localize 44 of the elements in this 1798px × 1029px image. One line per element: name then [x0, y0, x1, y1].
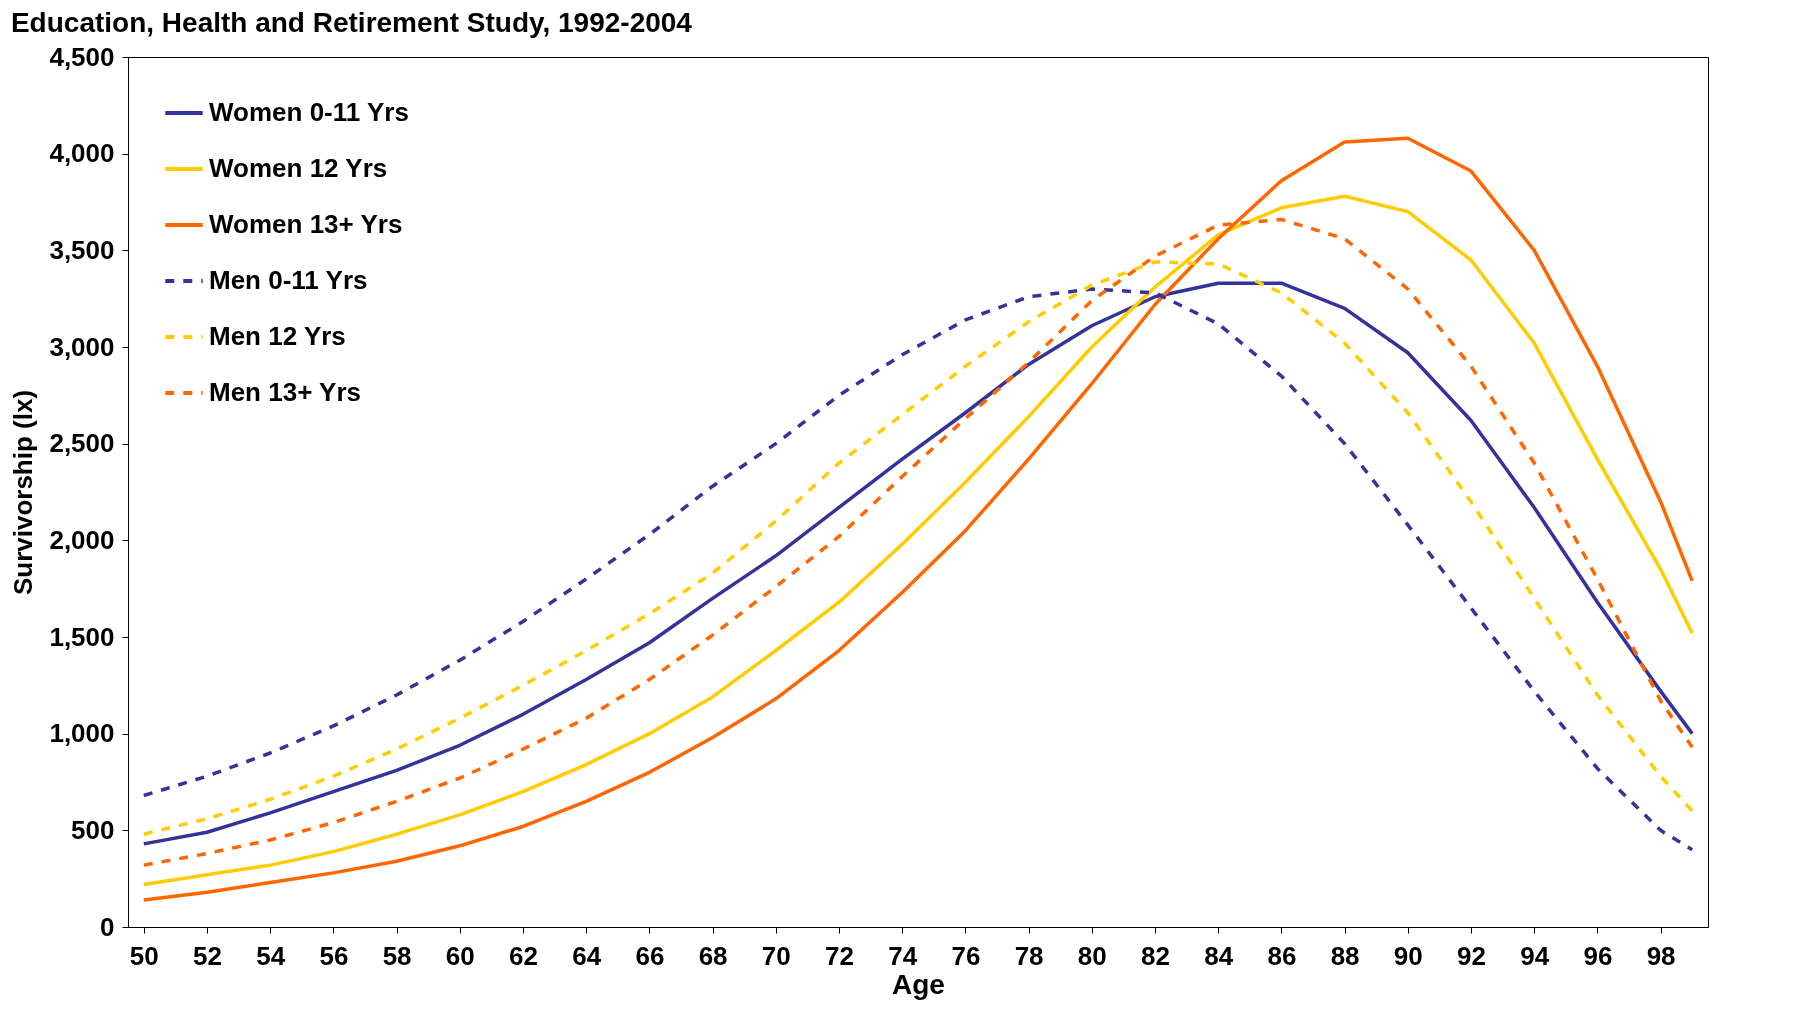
x-tick-label: 54: [256, 940, 286, 971]
y-tick-label: 3,500: [49, 234, 115, 265]
x-tick-label: 90: [1393, 940, 1423, 971]
x-tick-label: 74: [888, 940, 918, 971]
chart-title: Education, Health and Retirement Study, 1992-2004: [10, 7, 693, 38]
legend-label: Men 13+ Yrs: [209, 377, 362, 407]
x-tick-label: 70: [761, 940, 791, 971]
x-tick-label: 96: [1583, 940, 1613, 971]
x-tick-label: 92: [1457, 940, 1486, 971]
x-tick-label: 66: [635, 940, 665, 971]
y-tick-label: 0: [100, 911, 115, 942]
y-tick-label: 2,000: [49, 524, 115, 555]
x-tick-label: 98: [1646, 940, 1676, 971]
y-tick-label: 3,000: [49, 331, 115, 362]
x-tick-label: 82: [1141, 940, 1170, 971]
x-tick-label: 50: [129, 940, 159, 971]
x-tick-label: 60: [445, 940, 475, 971]
x-axis-title: Age: [892, 968, 945, 1000]
legend-label: Women 13+ Yrs: [209, 209, 403, 239]
y-tick-label: 4,000: [49, 138, 115, 169]
legend-label: Men 0-11 Yrs: [209, 265, 368, 295]
x-tick-label: 68: [698, 940, 728, 971]
x-tick-label: 72: [825, 940, 854, 971]
legend-label: Women 12 Yrs: [209, 153, 388, 183]
x-tick-label: 94: [1520, 940, 1550, 971]
y-tick-label: 1,000: [49, 718, 115, 749]
x-tick-label: 76: [951, 940, 981, 971]
x-tick-label: 64: [572, 940, 602, 971]
legend-label: Men 12 Yrs: [209, 321, 346, 351]
x-tick-label: 56: [319, 940, 349, 971]
x-tick-label: 84: [1204, 940, 1234, 971]
x-tick-label: 52: [193, 940, 222, 971]
y-tick-label: 1,500: [49, 621, 115, 652]
x-tick-label: 80: [1077, 940, 1107, 971]
x-tick-label: 62: [509, 940, 538, 971]
y-tick-label: 4,500: [49, 41, 115, 72]
y-axis-title: Survivorship (lx): [8, 389, 39, 596]
x-tick-label: 58: [382, 940, 412, 971]
x-tick-label: 78: [1014, 940, 1044, 971]
x-tick-label: 88: [1330, 940, 1360, 971]
y-tick-label: 500: [71, 814, 115, 845]
y-tick-label: 2,500: [49, 428, 115, 459]
x-tick-label: 86: [1267, 940, 1297, 971]
legend-label: Women 0-11 Yrs: [209, 97, 409, 127]
